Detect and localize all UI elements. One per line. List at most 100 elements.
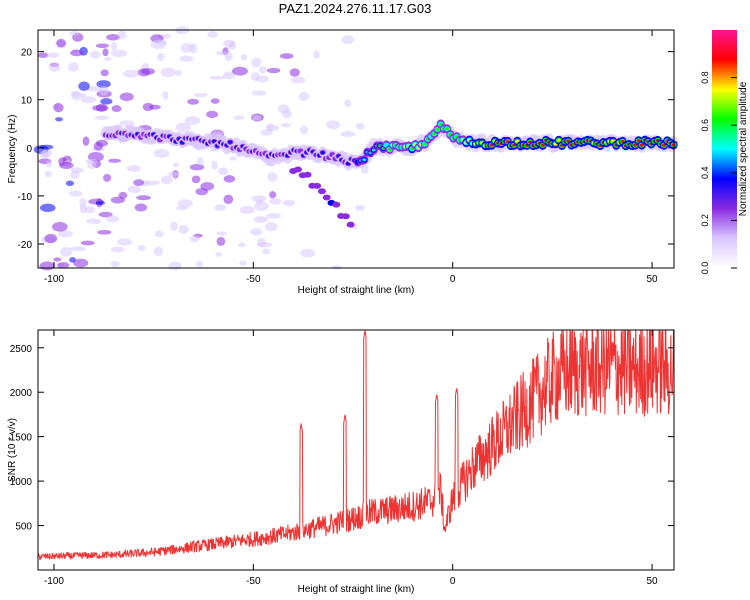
branch-blob	[322, 194, 331, 201]
noise-blob	[153, 149, 170, 158]
noise-blob	[86, 86, 102, 92]
noise-blob	[111, 246, 125, 253]
noise-blob	[80, 240, 95, 246]
noise-blob	[197, 157, 204, 166]
ridge-core	[435, 127, 440, 131]
x-tick-label: 50	[647, 274, 659, 285]
noise-blob	[253, 216, 269, 223]
noise-blob	[47, 52, 59, 58]
noise-blob	[97, 229, 112, 235]
snr-panel: -100 -50 0 50 500 1000 1500 2000 2500 Height of …	[7, 329, 675, 595]
noise-blob	[344, 99, 352, 108]
colorbar-ticks: 0.0 0.2 0.4 0.6 0.8	[700, 71, 737, 274]
x-tick-label: 50	[647, 576, 659, 587]
ridge-core	[540, 143, 545, 147]
noise-blob	[142, 102, 154, 112]
noise-blob	[174, 69, 183, 76]
noise-blob	[232, 66, 248, 76]
noise-blob	[127, 185, 142, 194]
y-tick-label: 20	[21, 48, 33, 59]
noise-blob	[355, 122, 365, 130]
noise-blob	[216, 231, 228, 236]
noise-blob	[133, 179, 145, 186]
branch-blob	[313, 182, 322, 189]
noise-blob	[209, 75, 226, 80]
noise-blob	[70, 49, 84, 57]
heatmap-frame	[37, 29, 675, 269]
noise-blob	[193, 92, 208, 98]
noise-blob	[191, 175, 201, 184]
noise-blob	[123, 69, 139, 78]
noise-blob	[179, 55, 194, 62]
heatmap-plot-area	[33, 26, 679, 271]
noise-blob	[157, 40, 167, 45]
noise-blob	[105, 33, 120, 41]
ridge-core	[362, 158, 367, 162]
ridge-core	[298, 149, 303, 153]
noise-blob	[262, 248, 270, 255]
noise-blob	[160, 175, 173, 185]
ridge-core	[422, 142, 427, 146]
noise-blob	[267, 172, 278, 182]
noise-blob	[200, 182, 215, 191]
colorbar-tick-label: 0.6	[700, 119, 710, 132]
noise-blob	[279, 68, 288, 76]
noise-blob	[177, 199, 193, 208]
colorbar-gradient	[712, 30, 737, 268]
noise-blob	[157, 53, 165, 62]
noise-blob	[240, 54, 248, 61]
noise-blob	[254, 201, 269, 211]
noise-blob	[134, 203, 148, 212]
noise-blob	[100, 98, 113, 105]
noise-blob	[250, 228, 263, 236]
noise-blob	[44, 233, 58, 244]
noise-blob	[229, 156, 237, 161]
ridge-core	[620, 139, 625, 143]
noise-blob	[256, 242, 273, 248]
noise-blob	[137, 68, 151, 77]
y-tick-label: 1500	[10, 433, 33, 444]
noise-blob	[70, 167, 84, 173]
ridge-core	[445, 127, 450, 131]
noise-blob	[96, 80, 111, 88]
noise-blob	[117, 238, 133, 246]
noise-blob	[223, 194, 234, 204]
x-tick-label: 0	[450, 274, 456, 285]
colorbar-tick-label: 0.8	[700, 71, 710, 84]
noise-blob	[255, 75, 269, 83]
noise-blob	[206, 110, 219, 119]
noise-blob	[55, 117, 63, 122]
branch-blob	[303, 171, 312, 178]
snr-series-line	[38, 330, 674, 561]
x-tick-label: 0	[450, 576, 456, 587]
noise-blob	[319, 223, 331, 230]
noise-blob	[136, 195, 152, 201]
noise-blob	[111, 105, 122, 112]
snr-y-label: SNR (10 * v/v)	[7, 418, 18, 482]
y-tick-label: 10	[21, 96, 33, 107]
noise-blob	[222, 71, 236, 80]
x-tick-label: -100	[44, 576, 64, 587]
noise-blob	[238, 242, 246, 248]
noise-blob	[211, 160, 218, 170]
x-tick-label: -100	[44, 274, 64, 285]
noise-blob	[67, 62, 79, 72]
noise-blob	[187, 98, 199, 105]
noise-blob	[168, 171, 179, 178]
noise-blob	[154, 230, 164, 238]
noise-blob	[94, 115, 109, 120]
noise-blob	[78, 81, 90, 91]
ridge-core	[438, 122, 443, 126]
noise-blob	[239, 205, 256, 215]
noise-blob	[175, 122, 191, 133]
noise-blob	[90, 50, 101, 59]
noise-blob	[75, 115, 90, 126]
ridge-core	[384, 143, 389, 147]
noise-blob	[104, 56, 112, 61]
noise-blob	[48, 63, 61, 72]
noise-blob	[189, 43, 198, 53]
noise-blob	[266, 67, 281, 74]
noise-blob	[355, 204, 365, 211]
